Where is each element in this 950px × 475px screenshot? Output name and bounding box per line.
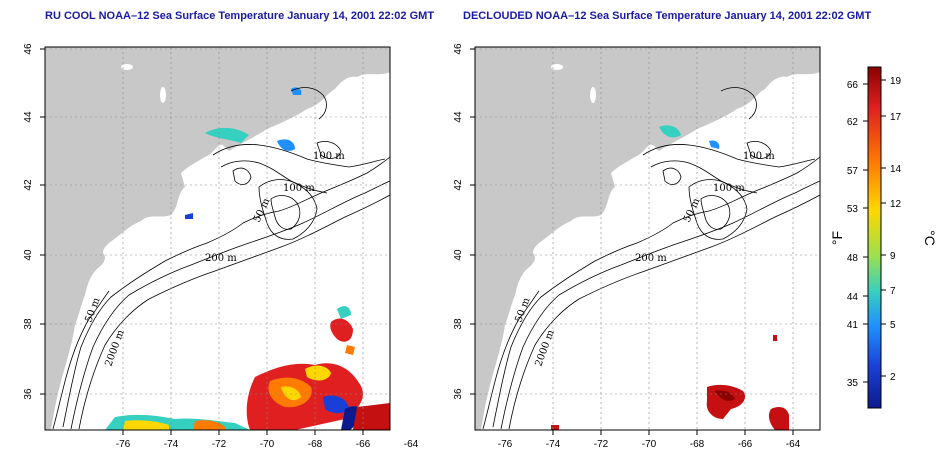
colorbar: 66 62 57 53 48 44 41 35 19 17 14 12 9 7 …: [829, 66, 938, 409]
left-axis-ticks: [40, 48, 364, 435]
left-lat-tick: 38: [23, 318, 34, 330]
right-lon-tick: -64: [786, 439, 801, 450]
right-lat-tick: 42: [453, 179, 464, 191]
f-tick-label: 66: [847, 80, 859, 91]
left-grid: [45, 47, 390, 430]
left-lat-tick: 44: [23, 111, 34, 123]
left-lon-tick: -76: [116, 439, 131, 450]
left-lake: [160, 87, 166, 103]
right-lat-tick: 40: [453, 249, 464, 261]
c-tick-label: 9: [890, 251, 896, 262]
contour-label-100m-b: 100 m: [283, 183, 315, 194]
contour-label-100m-b: 100 m: [713, 183, 745, 194]
fahrenheit-unit-label: °F: [829, 231, 845, 245]
c-tick-label: 19: [890, 76, 902, 87]
left-lon-tick: -64: [404, 439, 419, 450]
right-map-title: DECLOUDED NOAA–12 Sea Surface Temperatur…: [463, 10, 872, 22]
right-sst-data: [551, 125, 789, 430]
right-axis-ticks: [470, 48, 794, 435]
right-map-frame: [474, 46, 821, 431]
left-lon-tick: -70: [260, 439, 275, 450]
f-tick-label: 44: [847, 292, 859, 303]
contour-label-200m: 200 m: [635, 253, 667, 264]
right-lon-tick: -68: [690, 439, 705, 450]
left-lon-tick: -68: [308, 439, 323, 450]
right-lon-tick: -66: [738, 439, 753, 450]
left-lat-tick: 46: [23, 43, 34, 55]
c-tick-label: 7: [890, 286, 896, 297]
right-lon-tick: -74: [546, 439, 561, 450]
right-grid: [475, 47, 820, 430]
f-tick-label: 48: [847, 253, 859, 264]
left-lon-tick: -66: [356, 439, 371, 450]
left-lake: [121, 64, 133, 70]
right-lat-tick: 46: [453, 43, 464, 55]
left-lon-tick: -72: [212, 439, 227, 450]
left-lat-tick: 36: [23, 388, 34, 400]
right-lake: [551, 64, 563, 70]
right-lake: [590, 87, 596, 103]
f-tick-label: 62: [847, 117, 859, 128]
left-map-frame: [44, 46, 391, 431]
c-tick-label: 17: [890, 112, 902, 123]
contour-label-100m-a: 100 m: [313, 151, 345, 162]
f-tick-label: 53: [847, 204, 859, 215]
c-tick-label: 5: [890, 320, 896, 331]
f-tick-label: 57: [847, 166, 859, 177]
left-map-panel: 100 m 100 m 50 m 200 m 50 m 2000 m -76 -…: [23, 43, 419, 450]
c-tick-label: 12: [890, 199, 902, 210]
f-tick-label: 41: [847, 320, 859, 331]
right-lon-tick: -72: [594, 439, 609, 450]
left-sst-data: [105, 87, 390, 430]
right-map-panel: 100 m 100 m 50 m 200 m 50 m 2000 m -76 -…: [453, 43, 821, 450]
left-lat-tick: 40: [23, 249, 34, 261]
right-lon-tick: -70: [642, 439, 657, 450]
c-tick-label: 14: [890, 164, 902, 175]
colorbar-scale: [867, 66, 882, 409]
right-lat-tick: 44: [453, 111, 464, 123]
contour-label-200m: 200 m: [205, 253, 237, 264]
right-lat-tick: 36: [453, 388, 464, 400]
left-lat-tick: 42: [23, 179, 34, 191]
celsius-unit-label: °C: [922, 230, 938, 246]
right-lat-tick: 38: [453, 318, 464, 330]
left-lon-tick: -74: [164, 439, 179, 450]
contour-label-100m-a: 100 m: [743, 151, 775, 162]
c-tick-label: 2: [890, 372, 896, 383]
right-lon-tick: -76: [498, 439, 513, 450]
left-map-title: RU COOL NOAA–12 Sea Surface Temperature …: [45, 10, 435, 22]
f-tick-label: 35: [847, 378, 859, 389]
